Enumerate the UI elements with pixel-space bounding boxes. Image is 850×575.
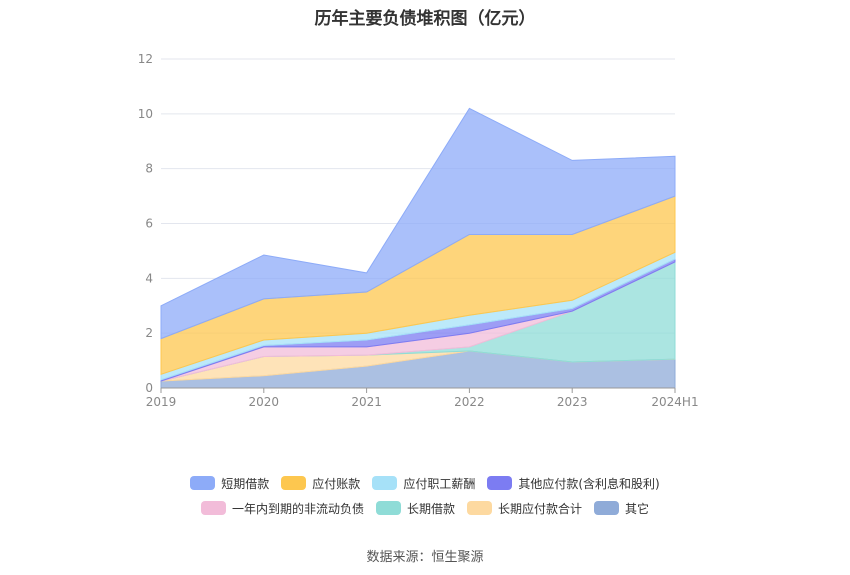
legend-item[interactable]: 应付职工薪酬 — [372, 475, 475, 492]
x-tick-label: 2020 — [249, 395, 280, 409]
y-tick-label: 8 — [145, 162, 153, 176]
axis-layer: 0 2 4 6 8 10 12 2019 2020 2021 2022 2023 2024H1 — [138, 52, 699, 409]
legend-swatch — [372, 476, 398, 490]
y-tick-label: 4 — [145, 271, 153, 285]
stacked-area-chart: 0 2 4 6 8 10 12 2019 2020 2021 2022 2023 2024H1 — [138, 52, 699, 409]
legend-row-2: 一年内到期的非流动负债 长期借款 长期应付款合计 其它 — [0, 497, 850, 519]
legend-label: 长期借款 — [406, 501, 455, 516]
legend: 短期借款 应付账款 应付职工薪酬 其他应付款(含利息和股利) 一年内到期的非流动负债 长… — [0, 472, 850, 522]
y-tick-label: 12 — [138, 52, 153, 66]
x-tick-label: 2023 — [557, 395, 588, 409]
legend-item[interactable]: 短期借款 — [190, 475, 269, 492]
legend-swatch — [281, 476, 307, 490]
legend-swatch — [487, 476, 513, 490]
legend-swatch — [467, 501, 492, 515]
x-tick-label: 2019 — [146, 395, 177, 409]
legend-item[interactable]: 长期借款 — [375, 500, 455, 517]
legend-label: 其它 — [625, 501, 650, 516]
legend-swatch — [375, 501, 401, 515]
legend-row-1: 短期借款 应付账款 应付职工薪酬 其他应付款(含利息和股利) — [0, 472, 850, 494]
legend-label: 应付职工薪酬 — [403, 476, 476, 491]
x-tick-label: 2021 — [351, 395, 382, 409]
legend-item[interactable]: 长期应付款合计 — [467, 500, 582, 517]
legend-label: 一年内到期的非流动负债 — [231, 501, 364, 516]
legend-item[interactable]: 其它 — [594, 500, 649, 517]
legend-label: 长期应付款合计 — [498, 501, 583, 516]
y-tick-label: 0 — [145, 381, 153, 395]
legend-item[interactable]: 一年内到期的非流动负债 — [200, 500, 364, 517]
legend-label: 应付账款 — [312, 476, 361, 491]
y-tick-label: 10 — [138, 107, 153, 121]
x-tick-label: 2022 — [454, 395, 485, 409]
area-layer — [160, 107, 676, 389]
chart-title: 历年主要负债堆积图（亿元） — [314, 9, 536, 29]
legend-swatch — [594, 501, 620, 515]
y-tick-label: 2 — [145, 326, 153, 340]
legend-item[interactable]: 应付账款 — [281, 475, 360, 492]
series-area — [160, 107, 676, 340]
x-tick-label: 2024H1 — [651, 395, 698, 409]
legend-label: 其他应付款(含利息和股利) — [518, 476, 660, 491]
legend-swatch — [190, 476, 216, 490]
y-tick-label: 6 — [145, 217, 153, 231]
legend-label: 短期借款 — [221, 476, 270, 491]
legend-swatch — [200, 501, 226, 515]
source-note: 数据来源：恒生聚源 — [366, 550, 484, 565]
legend-item[interactable]: 其他应付款(含利息和股利) — [487, 475, 660, 492]
